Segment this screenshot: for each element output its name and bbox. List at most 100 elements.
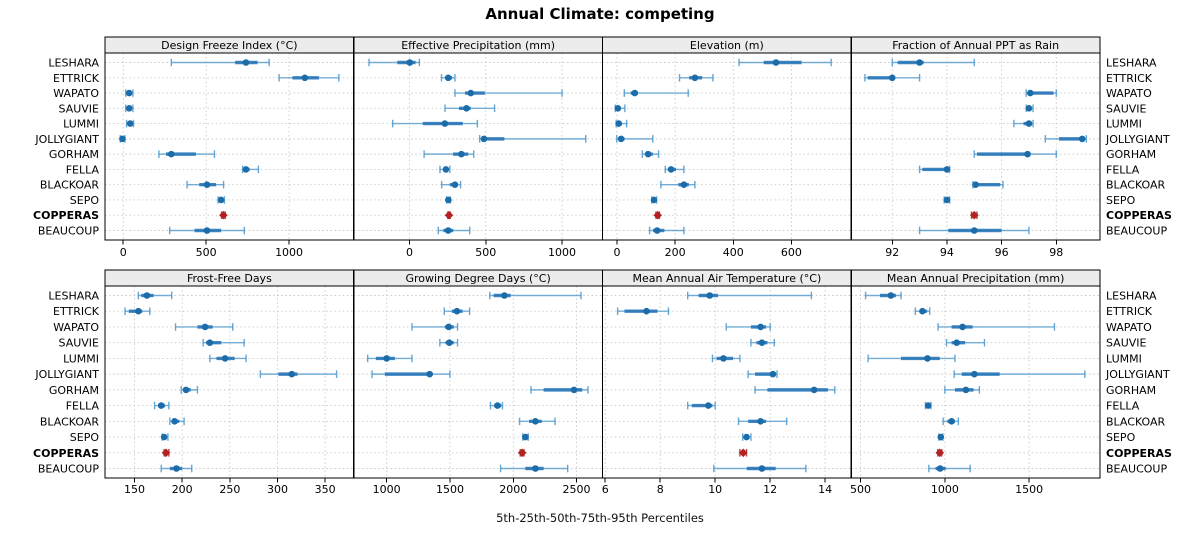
median-dot bbox=[919, 307, 926, 315]
axis-tick-label: 200 bbox=[665, 246, 686, 259]
panel-strip-title: Growing Degree Days (°C) bbox=[405, 272, 550, 285]
axis-tick-label: 92 bbox=[885, 246, 899, 259]
median-dot bbox=[494, 402, 501, 409]
series-wapato bbox=[454, 89, 563, 97]
grid bbox=[851, 53, 1100, 240]
site-label-blackoar: BLACKOAR bbox=[1106, 415, 1166, 428]
site-labels-right-row2: LESHARA ETTRICK WAPATO SAUVIE LUMMI JOLLYGIAN… bbox=[1105, 290, 1172, 476]
site-labels-right-row1: LESHARA ETTRICK WAPATO SAUVIE LUMMI JOLLYGIAN… bbox=[1105, 57, 1172, 238]
median-dot bbox=[203, 181, 211, 188]
site-label-jollygiant: JOLLYGIANT bbox=[1105, 368, 1170, 381]
median-dot bbox=[644, 150, 652, 158]
panel-strip-title: Mean Annual Air Temperature (°C) bbox=[633, 272, 822, 285]
series-leshara bbox=[864, 291, 902, 300]
median-dot bbox=[406, 59, 414, 66]
series-wapato bbox=[725, 323, 771, 331]
median-dot bbox=[182, 386, 190, 394]
axis-tick-label: 0 bbox=[406, 246, 413, 259]
median-dot bbox=[135, 307, 142, 315]
median-dot bbox=[171, 418, 178, 425]
axis-tick-label: 1000 bbox=[931, 483, 959, 496]
series-fella bbox=[687, 401, 716, 410]
site-label-fella: FELLA bbox=[1106, 400, 1140, 413]
median-dot bbox=[221, 355, 229, 362]
series-sepo bbox=[217, 196, 226, 204]
median-dot bbox=[757, 323, 764, 331]
series-wapato bbox=[411, 323, 459, 331]
grid bbox=[602, 286, 852, 478]
median-dot bbox=[924, 402, 932, 409]
panel-elevation-m: Elevation (m) 0 200 400 600 bbox=[601, 36, 852, 259]
series-sauvie bbox=[125, 104, 134, 113]
site-label-sauvie: SAUVIE bbox=[59, 337, 100, 350]
series-blackoar bbox=[972, 180, 1004, 189]
series-leshara bbox=[368, 58, 421, 67]
median-dot bbox=[242, 59, 250, 66]
median-dot bbox=[522, 433, 529, 441]
site-label-sepo: SEPO bbox=[70, 431, 100, 444]
axis-tick-label: 500 bbox=[475, 246, 496, 259]
panel-strip-title: Design Freeze Index (°C) bbox=[161, 39, 297, 52]
x-axis: 0 500 1000 bbox=[120, 240, 303, 259]
median-dot bbox=[451, 181, 459, 188]
series-lummi bbox=[1013, 119, 1034, 128]
series-gorham bbox=[641, 150, 660, 158]
series-leshara bbox=[137, 291, 173, 300]
series-beaucoup bbox=[928, 464, 971, 473]
median-dot bbox=[706, 292, 713, 299]
site-label-sauvie: SAUVIE bbox=[59, 102, 100, 115]
series-fella bbox=[489, 401, 504, 410]
series-leshara bbox=[489, 291, 582, 300]
panel-mean-annual-precipitation-mm: Mean Annual Precipitation (mm) 500 1000 150… bbox=[850, 269, 1101, 496]
panel-border bbox=[601, 52, 852, 241]
series-sauvie bbox=[444, 104, 496, 113]
panel-design-freeze-index-c: Design Freeze Index (°C) 0 500 1000 bbox=[104, 36, 355, 259]
median-dot bbox=[532, 418, 539, 425]
series-blackoar bbox=[186, 180, 225, 189]
median-diamond bbox=[517, 448, 527, 458]
median-dot bbox=[1026, 89, 1034, 97]
median-dot bbox=[962, 386, 970, 394]
site-label-lummi: LUMMI bbox=[1106, 118, 1142, 131]
median-dot bbox=[772, 59, 780, 66]
series-sepo bbox=[650, 196, 658, 204]
series-gorham bbox=[754, 386, 836, 394]
x-axis: 500 1000 1500 bbox=[850, 478, 1043, 496]
median-dot bbox=[943, 196, 951, 204]
grid bbox=[105, 286, 354, 478]
median-dot bbox=[126, 120, 134, 127]
panel-border bbox=[104, 52, 355, 241]
median-dot bbox=[650, 196, 658, 204]
series-copperas bbox=[969, 210, 979, 220]
panel-border bbox=[850, 52, 1101, 241]
series-ettrick bbox=[616, 307, 670, 316]
median-dot bbox=[444, 227, 452, 234]
series-beaucoup bbox=[648, 226, 685, 235]
median-dot bbox=[1025, 105, 1033, 112]
site-label-leshara: LESHARA bbox=[48, 57, 99, 70]
series-beaucoup bbox=[160, 464, 193, 473]
chart-title: Annual Climate: competing bbox=[485, 5, 715, 23]
site-label-copperas: COPPERAS bbox=[1106, 447, 1172, 460]
series-jollygiant bbox=[478, 135, 587, 143]
axis-tick-label: 96 bbox=[995, 246, 1009, 259]
median-dot bbox=[288, 370, 296, 378]
series-lummi bbox=[867, 354, 956, 363]
panel-border bbox=[601, 285, 852, 479]
x-axis: 92 94 96 98 bbox=[885, 240, 1063, 259]
series-wapato bbox=[1025, 89, 1057, 97]
median-dot bbox=[743, 433, 750, 441]
panel-strip-title: Elevation (m) bbox=[690, 39, 764, 52]
series-beaucoup bbox=[918, 226, 1030, 235]
median-diamond bbox=[219, 210, 228, 220]
x-axis: 1000 1500 2000 2500 bbox=[373, 478, 591, 496]
median-dot bbox=[442, 166, 450, 173]
median-dot bbox=[757, 418, 764, 425]
site-label-wapato: WAPATO bbox=[53, 87, 99, 100]
median-dot bbox=[769, 370, 777, 378]
site-label-gorham: GORHAM bbox=[1106, 148, 1156, 161]
panel-strip-title: Fraction of Annual PPT as Rain bbox=[892, 39, 1059, 52]
series-gorham bbox=[973, 150, 1057, 158]
series-sepo bbox=[522, 433, 529, 441]
